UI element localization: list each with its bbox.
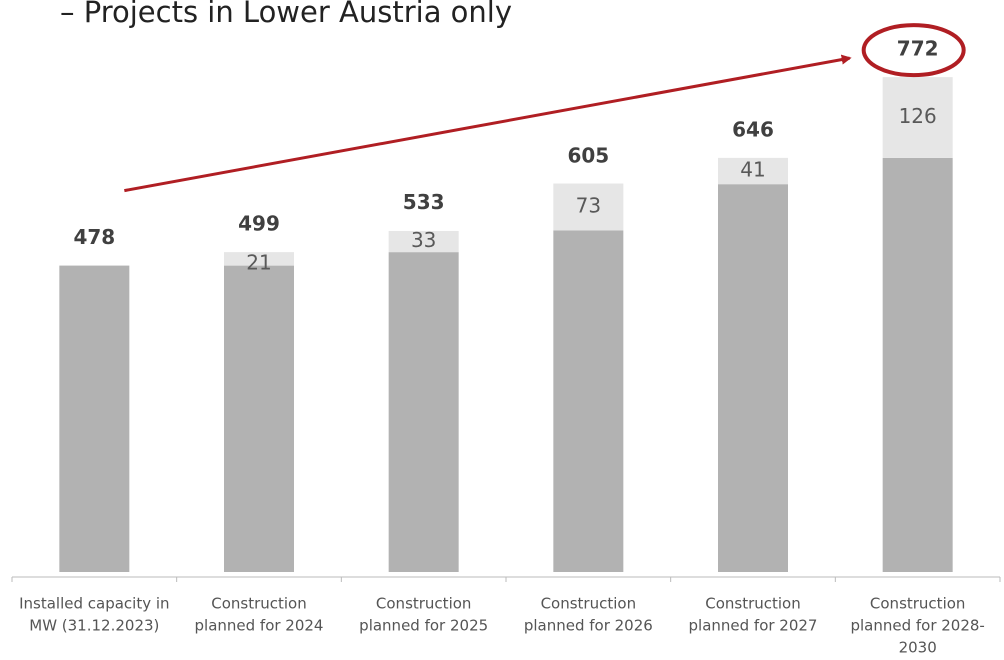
bar-segment — [388, 230, 459, 253]
total-label: 478 — [73, 225, 115, 249]
bar-segment — [388, 252, 459, 572]
bar-segment — [718, 157, 788, 185]
bar-segment — [882, 77, 953, 158]
total-label: 605 — [567, 144, 609, 168]
x-tick-label: 2030 — [899, 639, 937, 657]
x-tick-label: planned for 2026 — [524, 617, 653, 635]
x-tick-label: planned for 2027 — [689, 617, 818, 635]
x-tick-label: Construction — [705, 595, 801, 613]
x-tick-label: planned for 2028- — [850, 617, 984, 635]
bar-segment — [553, 183, 624, 231]
bar-segment — [224, 252, 294, 266]
segment-label: 41 — [740, 158, 765, 182]
bar-segment — [59, 265, 130, 572]
x-tick-label: Installed capacity in — [19, 595, 169, 613]
highlight-circle — [861, 23, 966, 78]
segment-label: 126 — [899, 104, 937, 128]
total-label: 646 — [732, 117, 774, 141]
x-tick-label: Construction — [870, 595, 966, 613]
bar-segment — [553, 230, 624, 573]
segment-label: 21 — [246, 250, 271, 274]
highlight-arrow — [124, 54, 852, 193]
bar-segment — [718, 184, 788, 572]
segment-label: 73 — [576, 193, 601, 217]
total-label: 772 — [897, 37, 939, 61]
total-label: 499 — [238, 212, 280, 236]
x-tick-label: planned for 2025 — [359, 617, 488, 635]
x-tick-label: MW (31.12.2023) — [29, 617, 159, 635]
total-label: 533 — [403, 190, 445, 214]
segment-label: 33 — [411, 228, 436, 252]
chart-title: – Projects in Lower Austria only — [60, 0, 512, 29]
x-tick-label: Construction — [211, 595, 307, 613]
x-tick-label: Construction — [541, 595, 637, 613]
bar-segment — [882, 157, 953, 572]
x-tick-label: Construction — [376, 595, 472, 613]
x-tick-label: planned for 2024 — [195, 617, 324, 635]
bar-segment — [224, 265, 294, 572]
